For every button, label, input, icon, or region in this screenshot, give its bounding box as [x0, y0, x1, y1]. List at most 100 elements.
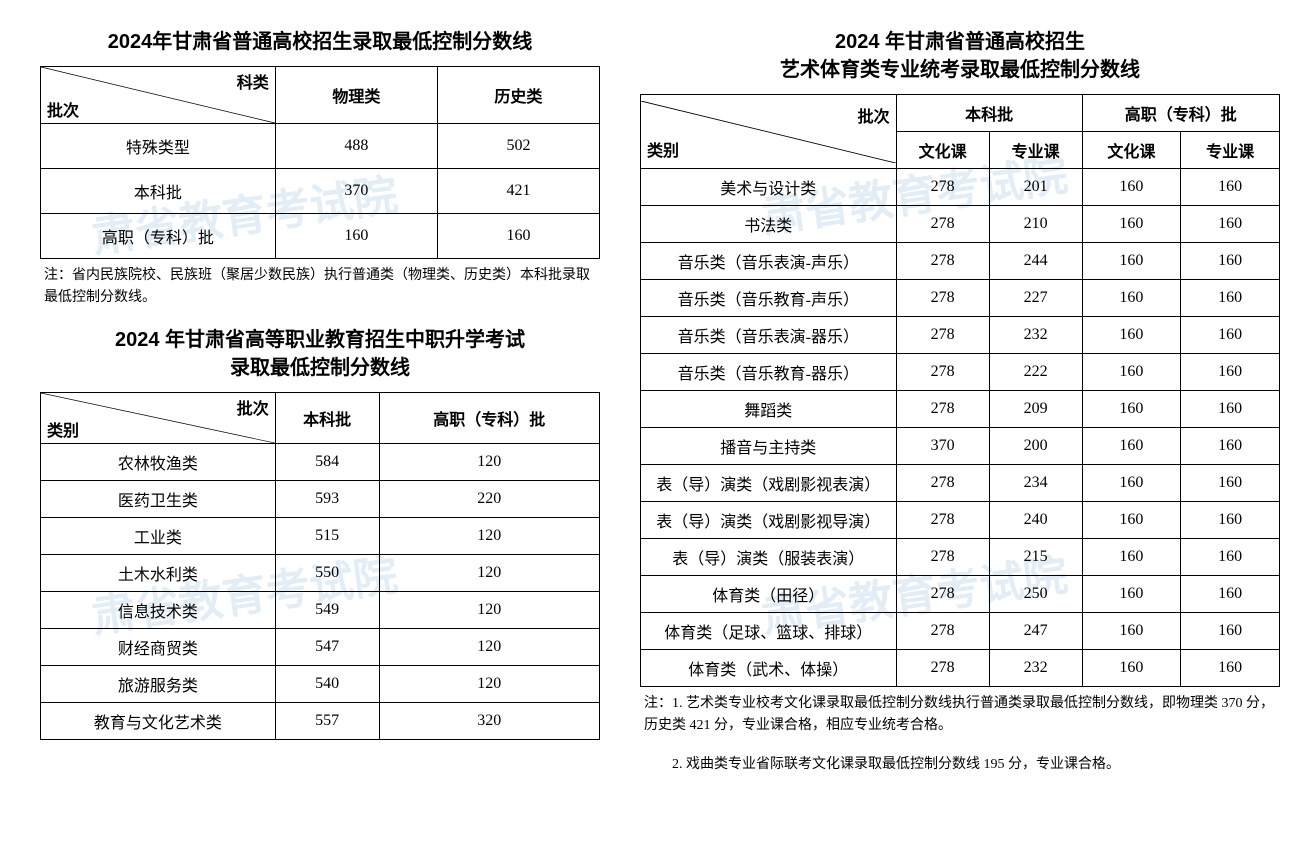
cell: 160: [1082, 502, 1181, 539]
diag-header: 科类 批次: [41, 67, 276, 124]
cell: 250: [989, 576, 1082, 613]
table-row: 财经商贸类547120: [41, 628, 600, 665]
cell: 320: [379, 702, 599, 739]
diag-top-label: 科类: [237, 69, 269, 93]
cell: 201: [989, 169, 1082, 206]
row-label: 信息技术类: [41, 591, 276, 628]
cell: 222: [989, 354, 1082, 391]
table-row: 农林牧渔类584120: [41, 443, 600, 480]
cell: 160: [1082, 169, 1181, 206]
cell: 160: [1082, 354, 1181, 391]
diag-bot-label: 类别: [647, 137, 679, 161]
table-row: 美术与设计类278201160160: [641, 169, 1280, 206]
cell: 278: [896, 317, 989, 354]
cell: 278: [896, 243, 989, 280]
cell: 120: [379, 591, 599, 628]
row-label: 特殊类型: [41, 124, 276, 169]
row-label: 高职（专科）批: [41, 214, 276, 259]
table3-note2: 2. 戏曲类专业省际联考文化课录取最低控制分数线 195 分，专业课合格。: [644, 754, 1280, 776]
cell: 160: [1181, 428, 1280, 465]
cell: 160: [1181, 465, 1280, 502]
row-label: 音乐类（音乐教育-器乐）: [641, 354, 897, 391]
row-label: 旅游服务类: [41, 665, 276, 702]
right-column: 2024 年甘肃省普通高校招生 艺术体育类专业统考录取最低控制分数线 批次 类别…: [640, 20, 1280, 792]
cell: 584: [275, 443, 379, 480]
table-row: 体育类（武术、体操）278232160160: [641, 650, 1280, 687]
cell: 278: [896, 354, 989, 391]
table-row: 信息技术类549120: [41, 591, 600, 628]
left-column: 2024年甘肃省普通高校招生录取最低控制分数线 科类 批次 物理类 历史类 特殊…: [40, 20, 600, 792]
cell: 160: [1181, 169, 1280, 206]
cell: 220: [379, 480, 599, 517]
cell: 244: [989, 243, 1082, 280]
row-label: 财经商贸类: [41, 628, 276, 665]
diag-bot-label: 批次: [47, 97, 79, 121]
row-label: 体育类（足球、篮球、排球）: [641, 613, 897, 650]
table-row: 体育类（田径）278250160160: [641, 576, 1280, 613]
cell: 549: [275, 591, 379, 628]
cell: 540: [275, 665, 379, 702]
diag-bot-label: 类别: [47, 417, 79, 441]
row-label: 书法类: [641, 206, 897, 243]
cell: 210: [989, 206, 1082, 243]
cell: 120: [379, 628, 599, 665]
cell: 278: [896, 650, 989, 687]
cell: 160: [1082, 428, 1181, 465]
cell: 160: [1082, 539, 1181, 576]
cell: 160: [1082, 317, 1181, 354]
cell: 160: [1181, 317, 1280, 354]
title-line: 2024 年甘肃省高等职业教育招生中职升学考试: [115, 329, 525, 351]
cell: 120: [379, 665, 599, 702]
cell: 278: [896, 502, 989, 539]
cell: 421: [437, 169, 599, 214]
row-label: 舞蹈类: [641, 391, 897, 428]
cell: 278: [896, 206, 989, 243]
cell: 227: [989, 280, 1082, 317]
cell: 278: [896, 539, 989, 576]
col-header: 历史类: [437, 67, 599, 124]
table-row: 体育类（足球、篮球、排球）278247160160: [641, 613, 1280, 650]
cell: 515: [275, 517, 379, 554]
cell: 247: [989, 613, 1082, 650]
table-row: 工业类515120: [41, 517, 600, 554]
table-row: 旅游服务类540120: [41, 665, 600, 702]
sub-col-header: 文化课: [896, 132, 989, 169]
row-label: 体育类（武术、体操）: [641, 650, 897, 687]
table-row: 特殊类型488502: [41, 124, 600, 169]
cell: 160: [1181, 243, 1280, 280]
cell: 278: [896, 280, 989, 317]
table2-title: 2024 年甘肃省高等职业教育招生中职升学考试 录取最低控制分数线: [40, 326, 600, 382]
cell: 160: [1181, 650, 1280, 687]
cell: 160: [1082, 465, 1181, 502]
row-label: 表（导）演类（戏剧影视表演）: [641, 465, 897, 502]
table1-title: 2024年甘肃省普通高校招生录取最低控制分数线: [40, 28, 600, 56]
cell: 232: [989, 317, 1082, 354]
cell: 278: [896, 576, 989, 613]
row-label: 工业类: [41, 517, 276, 554]
sub-col-header: 文化课: [1082, 132, 1181, 169]
title-line: 2024 年甘肃省普通高校招生: [835, 31, 1085, 53]
row-label: 农林牧渔类: [41, 443, 276, 480]
table-row: 医药卫生类593220: [41, 480, 600, 517]
group-col-header: 高职（专科）批: [1082, 95, 1279, 132]
cell: 160: [1082, 206, 1181, 243]
cell: 200: [989, 428, 1082, 465]
table-header-row: 批次 类别 本科批 高职（专科）批: [641, 95, 1280, 132]
row-label: 音乐类（音乐表演-声乐）: [641, 243, 897, 280]
diag-header: 批次 类别: [41, 392, 276, 443]
col-header: 高职（专科）批: [379, 392, 599, 443]
cell: 160: [1181, 354, 1280, 391]
col-header: 本科批: [275, 392, 379, 443]
cell: 547: [275, 628, 379, 665]
cell: 160: [1181, 613, 1280, 650]
row-label: 音乐类（音乐教育-声乐）: [641, 280, 897, 317]
table1-note: 注：省内民族院校、民族班（聚居少数民族）执行普通类（物理类、历史类）本科批录取最…: [44, 265, 600, 310]
title-line: 录取最低控制分数线: [230, 357, 410, 379]
table-row: 土木水利类550120: [41, 554, 600, 591]
table-row: 音乐类（音乐教育-器乐）278222160160: [641, 354, 1280, 391]
cell: 160: [1082, 613, 1181, 650]
sub-col-header: 专业课: [989, 132, 1082, 169]
table3: 批次 类别 本科批 高职（专科）批 文化课 专业课 文化课 专业课 美术与设计类…: [640, 94, 1280, 687]
cell: 160: [1181, 502, 1280, 539]
row-label: 土木水利类: [41, 554, 276, 591]
